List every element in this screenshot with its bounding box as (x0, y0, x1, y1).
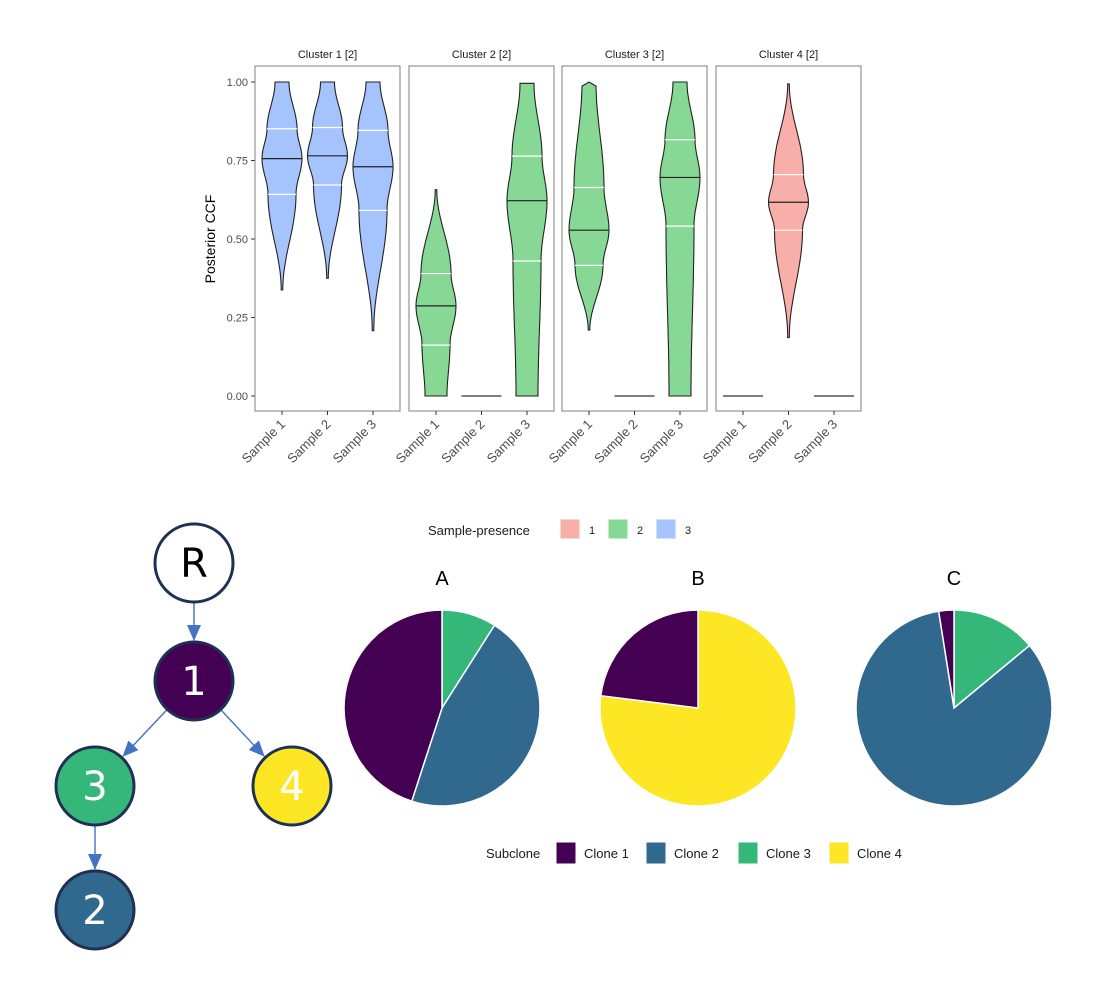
legend-label: Clone 3 (766, 846, 811, 861)
violin-3 (506, 82, 548, 397)
x-tick-label: Sample 2 (591, 417, 640, 466)
pie-charts: A B C (343, 568, 1053, 807)
pie-title: A (435, 568, 449, 590)
facet-title: Cluster 2 [2] (452, 49, 511, 61)
y-tick-label: 0.50 (227, 234, 248, 246)
legend-label: Clone 2 (674, 846, 719, 861)
clone-tree: R 1 3 4 2 (54, 522, 333, 951)
y-tick-label: 0.25 (227, 313, 248, 325)
tree-node-3: 3 (54, 745, 136, 827)
legend-label: 3 (685, 525, 691, 537)
node-label: 3 (82, 764, 107, 810)
legend-key-1 (559, 518, 581, 540)
pie-slice-clone-2 (410, 624, 541, 807)
edge-1-to-3 (122, 709, 168, 757)
pie-slice-clone-1 (599, 609, 699, 709)
x-tick-label: Sample 2 (284, 417, 333, 466)
legend-label: Clone 1 (584, 846, 629, 861)
x-tick-label: Sample 2 (438, 417, 487, 466)
pie-B: B (599, 568, 797, 807)
pie-title: B (691, 568, 704, 590)
legend-title: Subclone (486, 846, 540, 861)
legend-label: 2 (637, 525, 643, 537)
legend-key-clone-2 (645, 841, 667, 865)
x-tick-label: Sample 3 (330, 417, 379, 466)
violin-1 (568, 81, 610, 331)
y-axis-title: Posterior CCF (202, 195, 218, 284)
node-label: R (180, 541, 208, 587)
tree-node-2: 2 (54, 869, 136, 951)
node-label: 2 (82, 888, 107, 934)
node-circle (153, 640, 235, 722)
tree-node-R: R (153, 522, 235, 604)
pie-slice-clone-2 (855, 610, 1053, 807)
legend-key-3 (655, 518, 677, 540)
node-label: 1 (181, 659, 206, 705)
edge-1-to-4 (220, 709, 265, 757)
legend-key-clone-4 (828, 841, 850, 865)
y-tick-label: 0.00 (227, 391, 248, 403)
x-tick-label: Sample 3 (484, 417, 533, 466)
pie-title: C (947, 568, 961, 590)
subclone-legend: Subclone Clone 1 Clone 2 Clone 3 Clone 4 (486, 841, 902, 865)
y-tick-label: 1.00 (227, 77, 248, 89)
violin-1 (261, 81, 303, 291)
tree-node-4: 4 (251, 745, 333, 827)
violin-3 (659, 81, 701, 397)
x-tick-label: Sample 1 (393, 417, 442, 466)
legend-label: 1 (589, 525, 595, 537)
legend-key-2 (607, 518, 629, 540)
node-circle (54, 745, 136, 827)
legend-key-clone-3 (737, 841, 759, 865)
facet-title: Cluster 1 [2] (298, 49, 357, 61)
x-tick-label: Sample 1 (546, 417, 595, 466)
pie-A: A (343, 568, 541, 807)
pie-slice-clone-1 (343, 609, 443, 803)
violin-2 (767, 83, 810, 339)
node-circle (54, 869, 136, 951)
violin-1 (415, 189, 457, 397)
x-tick-label: Sample 1 (239, 417, 288, 466)
violin-chart: 0.00 0.25 0.50 0.75 1.00 Cluster 1 [2] Sample … (227, 49, 862, 466)
x-tick-label: Sample 1 (700, 417, 749, 466)
violin-2 (306, 81, 349, 279)
x-tick-label: Sample 3 (791, 417, 840, 466)
node-label: 4 (279, 764, 304, 810)
violin-3 (352, 81, 394, 332)
facet-title: Cluster 4 [2] (759, 49, 818, 61)
x-tick-label: Sample 3 (637, 417, 686, 466)
node-circle (153, 522, 235, 604)
pie-slice-clone-3 (953, 609, 1031, 710)
sample-presence-legend: Sample-presence 1 2 3 (428, 518, 691, 540)
facet-title: Cluster 3 [2] (605, 49, 664, 61)
tree-node-1: 1 (153, 640, 235, 722)
legend-title: Sample-presence (428, 523, 530, 538)
legend-key-clone-1 (555, 841, 577, 865)
pie-slice-clone-1 (937, 609, 955, 709)
pie-C: C (855, 568, 1053, 807)
legend-label: Clone 4 (857, 846, 902, 861)
y-tick-label: 0.75 (227, 156, 248, 168)
node-circle (251, 745, 333, 827)
x-tick-label: Sample 2 (745, 417, 794, 466)
